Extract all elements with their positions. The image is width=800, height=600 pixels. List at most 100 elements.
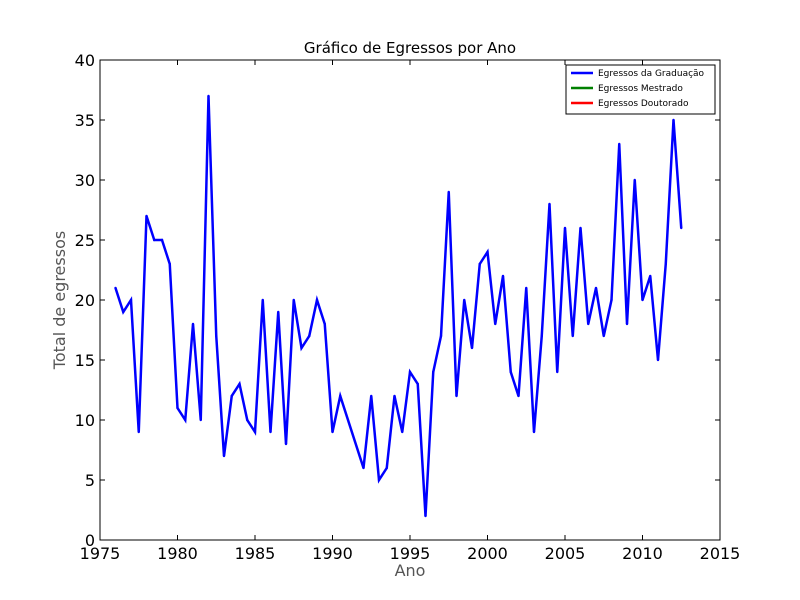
x-tick-label: 1990 — [312, 544, 353, 563]
data-point — [339, 394, 342, 398]
data-point — [122, 310, 125, 314]
y-tick-label: 10 — [75, 411, 95, 430]
data-point — [494, 322, 497, 326]
data-point — [633, 178, 636, 182]
legend-label: Egressos Doutorado — [598, 99, 689, 109]
y-axis-label: Total de egressos — [50, 231, 69, 370]
data-point — [184, 418, 187, 422]
data-point — [672, 118, 675, 122]
data-point — [246, 418, 249, 422]
x-tick-label: 2005 — [545, 544, 586, 563]
data-point — [501, 274, 505, 278]
data-point — [129, 298, 133, 302]
data-point — [416, 382, 419, 386]
data-point — [625, 322, 629, 326]
data-point — [362, 466, 365, 470]
legend-label: Egressos da Graduação — [598, 69, 705, 79]
data-point — [269, 430, 272, 434]
data-point — [153, 238, 156, 242]
data-point — [145, 214, 148, 218]
data-point — [610, 298, 613, 302]
data-point — [556, 370, 559, 374]
data-point — [137, 430, 140, 434]
x-tick-label: 2000 — [467, 544, 508, 563]
data-point — [393, 394, 396, 398]
data-point — [331, 430, 334, 434]
data-point — [230, 394, 233, 398]
data-point — [455, 394, 458, 398]
data-point — [680, 226, 683, 230]
data-point — [432, 370, 435, 374]
data-point — [649, 274, 652, 278]
data-point — [370, 394, 373, 398]
data-point — [525, 286, 528, 290]
data-point — [641, 298, 644, 302]
x-tick-label: 2015 — [700, 544, 741, 563]
legend-label: Egressos Mestrado — [598, 84, 683, 94]
data-point — [238, 382, 241, 386]
data-point — [540, 334, 543, 338]
data-point — [292, 298, 295, 302]
x-tick-label: 1975 — [80, 544, 121, 563]
data-point — [517, 394, 520, 398]
data-point — [160, 238, 164, 242]
y-tick-label: 35 — [75, 111, 95, 130]
x-tick-label: 2010 — [622, 544, 663, 563]
y-tick-label: 20 — [75, 291, 95, 310]
y-tick-label: 40 — [75, 51, 95, 70]
data-point — [587, 322, 590, 326]
data-point — [114, 286, 117, 290]
data-point — [300, 346, 303, 350]
data-point — [261, 298, 264, 302]
series-line-0 — [114, 95, 683, 517]
data-point — [253, 430, 257, 434]
data-point — [447, 190, 450, 194]
x-tick-label: 1980 — [157, 544, 198, 563]
data-point — [191, 322, 195, 326]
data-point — [509, 370, 512, 374]
data-point — [308, 334, 311, 338]
data-point — [424, 514, 427, 518]
data-point — [315, 298, 319, 302]
data-point — [463, 298, 466, 302]
data-point — [571, 334, 574, 338]
plot-frame — [99, 59, 721, 541]
y-tick-label: 25 — [75, 231, 95, 250]
data-point — [664, 262, 667, 266]
chart-title: Gráfico de Egressos por Ano — [304, 39, 516, 57]
x-axis-label: Ano — [395, 561, 426, 580]
data-point — [618, 142, 621, 146]
y-tick-label: 15 — [75, 351, 95, 370]
data-point — [602, 334, 605, 338]
data-point — [532, 430, 536, 434]
data-point — [385, 466, 388, 470]
data-point — [579, 226, 582, 230]
x-tick-label: 1985 — [235, 544, 276, 563]
data-point — [323, 322, 326, 326]
data-point — [222, 454, 226, 458]
data-point — [486, 250, 489, 254]
data-point — [408, 370, 412, 374]
data-point — [656, 358, 660, 362]
data-point — [548, 202, 551, 206]
data-point — [377, 478, 381, 482]
y-tick-label: 0 — [85, 531, 95, 550]
data-point — [401, 430, 404, 434]
y-tick-label: 5 — [85, 471, 95, 490]
data-point — [168, 262, 171, 266]
y-tick-label: 30 — [75, 171, 95, 190]
data-point — [199, 418, 202, 422]
data-point — [176, 406, 179, 410]
data-point — [478, 262, 481, 266]
data-point — [207, 94, 210, 98]
data-point — [215, 334, 218, 338]
x-tick-label: 1995 — [390, 544, 431, 563]
data-point — [470, 346, 474, 350]
data-point — [563, 226, 567, 230]
legend: Egressos da Graduação Egressos Mestrado Eg… — [565, 64, 716, 115]
data-point — [439, 334, 443, 338]
data-point — [277, 310, 280, 314]
data-point — [594, 286, 598, 290]
data-point — [284, 442, 288, 446]
